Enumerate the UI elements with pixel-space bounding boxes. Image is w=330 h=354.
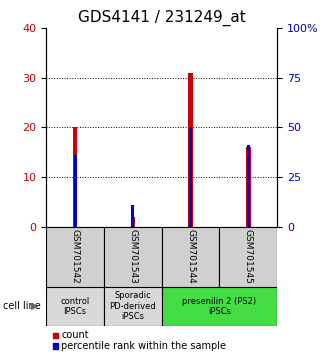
Text: GSM701542: GSM701542 — [71, 229, 80, 284]
Text: control
IPSCs: control IPSCs — [60, 297, 90, 316]
Text: GSM701544: GSM701544 — [186, 229, 195, 284]
Text: ▶: ▶ — [31, 301, 39, 311]
Bar — [188, 73, 193, 227]
Bar — [162, 227, 219, 287]
Text: presenilin 2 (PS2)
iPSCs: presenilin 2 (PS2) iPSCs — [182, 297, 256, 316]
Bar — [46, 227, 104, 287]
Bar — [131, 205, 134, 227]
Text: percentile rank within the sample: percentile rank within the sample — [61, 341, 226, 351]
Bar — [189, 127, 192, 227]
Bar — [247, 145, 250, 227]
Bar — [74, 155, 77, 227]
Bar — [219, 227, 277, 287]
Bar — [162, 287, 277, 326]
Bar — [130, 217, 135, 227]
Text: count: count — [61, 330, 89, 341]
Title: GDS4141 / 231249_at: GDS4141 / 231249_at — [78, 9, 246, 25]
Bar — [73, 127, 77, 227]
Text: cell line: cell line — [3, 301, 41, 311]
Text: Sporadic
PD-derived
iPSCs: Sporadic PD-derived iPSCs — [110, 291, 156, 321]
Bar — [104, 227, 162, 287]
Bar — [104, 287, 162, 326]
Text: GSM701545: GSM701545 — [244, 229, 253, 284]
Bar — [46, 287, 104, 326]
Bar — [246, 147, 251, 227]
Text: GSM701543: GSM701543 — [128, 229, 137, 284]
